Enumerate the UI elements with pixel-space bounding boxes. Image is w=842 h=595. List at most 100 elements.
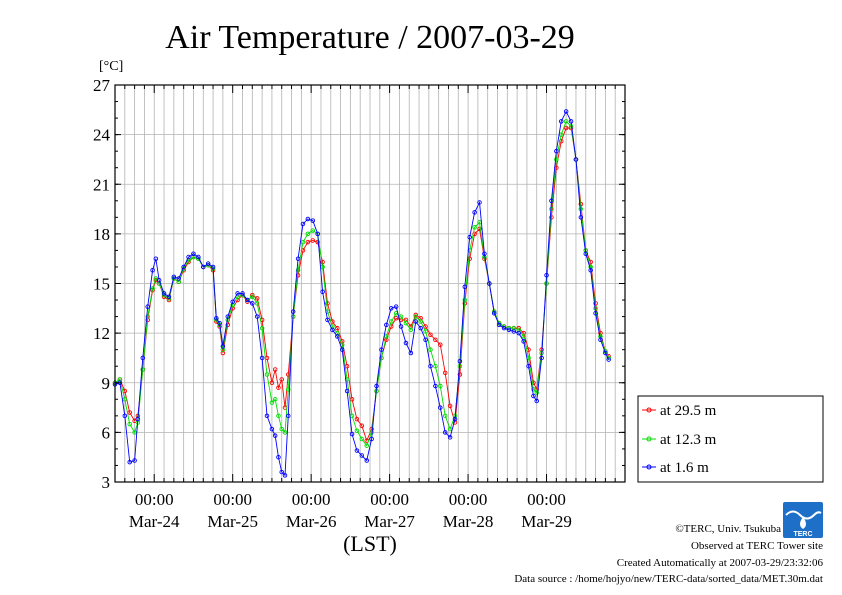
logo-drop (800, 517, 806, 529)
series-line (114, 127, 610, 442)
data-point (398, 314, 404, 319)
legend-box (637, 395, 824, 483)
data-point (310, 218, 316, 223)
data-point (276, 413, 281, 419)
series-line (114, 120, 610, 447)
grid-lines (114, 84, 626, 483)
data-point (354, 428, 360, 433)
x-axis-label: (LST) (343, 531, 397, 556)
data-point (220, 344, 226, 349)
data-point (418, 319, 423, 324)
data-point (127, 410, 132, 415)
data-point (578, 215, 584, 220)
data-point (254, 301, 260, 306)
data-point (279, 469, 284, 475)
data-point (259, 325, 265, 331)
data-point (539, 355, 544, 361)
x-tick-date-label: Mar-27 (364, 512, 415, 531)
data-point (269, 380, 275, 386)
data-point (534, 398, 539, 404)
data-point (325, 317, 330, 323)
data-point (310, 238, 316, 243)
data-point (408, 327, 414, 333)
y-tick-label: 6 (102, 423, 111, 442)
data-point (477, 226, 482, 232)
footer-copyright: ©TERC, Univ. Tsukuba (675, 523, 781, 535)
data-point (272, 367, 278, 372)
series-at-1-6-m (112, 109, 611, 478)
data-point (583, 251, 589, 256)
data-point (176, 276, 181, 281)
y-axis: 3 6 9 12 15 18 21 24 27 (93, 76, 625, 492)
x-tick-date-label: Mar-29 (521, 512, 572, 531)
data-point (496, 322, 502, 328)
data-point (305, 239, 311, 245)
data-point (603, 350, 608, 356)
data-point (403, 340, 409, 346)
data-point (393, 315, 399, 321)
data-point (186, 254, 191, 260)
legend-entry-1-6m: at 1.6 m (642, 460, 709, 476)
data-point (272, 397, 278, 402)
data-point (598, 337, 603, 342)
data-point (462, 297, 468, 303)
data-point (145, 304, 150, 309)
data-point (506, 327, 512, 333)
data-point (286, 387, 291, 392)
data-point (201, 264, 206, 270)
data-point (290, 309, 296, 314)
data-point (428, 347, 433, 352)
terc-logo-icon: TERC (783, 502, 823, 538)
data-point (276, 454, 281, 460)
x-tick-date-label: Mar-25 (207, 512, 258, 531)
data-point (264, 372, 270, 377)
data-point (282, 430, 288, 435)
data-point (135, 416, 141, 422)
footer-created: Created Automatically at 2007-03-29/23:3… (617, 557, 824, 569)
data-point (359, 453, 365, 458)
data-point (269, 400, 275, 405)
series-layer (112, 109, 611, 478)
data-point (205, 261, 211, 266)
data-point (501, 325, 507, 331)
data-point (364, 443, 369, 448)
data-point (413, 319, 419, 324)
data-point (403, 320, 409, 326)
data-point (349, 431, 355, 437)
data-point (335, 334, 340, 339)
data-point (254, 314, 260, 319)
data-point (384, 322, 389, 328)
data-point (408, 350, 414, 356)
legend-marker-12-3m (646, 436, 652, 442)
data-point (433, 337, 438, 342)
data-point (573, 157, 579, 162)
x-tick-date-label: Mar-28 (443, 512, 494, 531)
data-point (379, 355, 384, 361)
data-point (354, 448, 360, 453)
data-point (423, 324, 428, 329)
data-point (578, 206, 584, 212)
data-point (279, 426, 284, 432)
logo-text: TERC (793, 531, 812, 538)
footer-observed: Observed at TERC Tower site (691, 540, 823, 552)
x-axis: 00:00 Mar-24 00:00 Mar-25 00:00 Mar-26 00:00 Ma… (114, 85, 626, 531)
data-point (305, 216, 311, 222)
data-point (339, 347, 345, 352)
data-point (477, 200, 482, 205)
data-point (374, 383, 379, 389)
data-point (568, 119, 574, 124)
data-point (295, 256, 301, 261)
data-point (462, 284, 468, 290)
x-tick-time-label: 00:00 (527, 490, 566, 509)
data-point (534, 390, 539, 395)
data-point (250, 301, 255, 306)
data-point (563, 109, 569, 114)
data-point (554, 157, 559, 162)
data-point (359, 423, 365, 429)
data-point (369, 436, 374, 442)
data-point (482, 251, 487, 256)
legend-entry-29-5m: at 29.5 m (642, 403, 717, 419)
data-point (554, 148, 559, 154)
x-tick-time-label: 00:00 (370, 490, 409, 509)
data-point (217, 320, 222, 326)
